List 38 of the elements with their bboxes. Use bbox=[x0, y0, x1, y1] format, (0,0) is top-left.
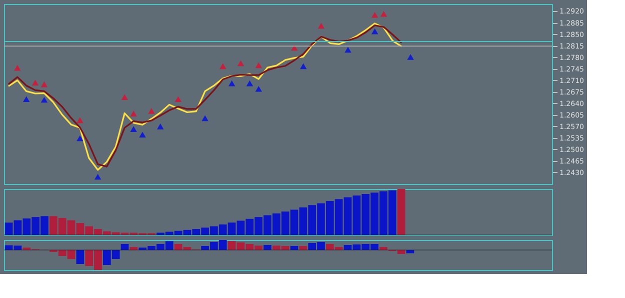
point bbox=[371, 28, 378, 34]
bar bbox=[76, 250, 84, 264]
bar bbox=[264, 245, 272, 250]
point bbox=[371, 12, 378, 18]
point bbox=[14, 64, 21, 71]
point bbox=[40, 96, 48, 103]
bar bbox=[130, 247, 138, 250]
point bbox=[255, 86, 262, 92]
point bbox=[318, 22, 325, 29]
point bbox=[300, 63, 307, 70]
point bbox=[130, 126, 137, 132]
point bbox=[139, 132, 146, 138]
point bbox=[407, 54, 414, 60]
point bbox=[121, 94, 128, 100]
bar bbox=[397, 189, 406, 235]
point bbox=[228, 80, 236, 86]
point bbox=[40, 81, 48, 88]
bar bbox=[406, 250, 414, 254]
bar bbox=[299, 246, 308, 250]
point bbox=[344, 46, 352, 53]
point bbox=[22, 96, 30, 102]
point bbox=[237, 60, 244, 66]
bar bbox=[380, 247, 388, 250]
point bbox=[76, 117, 84, 124]
point bbox=[202, 115, 208, 122]
point bbox=[246, 80, 254, 86]
bar bbox=[290, 246, 298, 250]
point bbox=[255, 62, 262, 68]
point bbox=[174, 96, 182, 102]
point bbox=[220, 63, 226, 70]
point bbox=[148, 108, 155, 114]
point bbox=[130, 110, 137, 116]
point bbox=[94, 174, 102, 180]
point bbox=[76, 135, 84, 142]
point bbox=[32, 80, 39, 86]
point bbox=[380, 10, 388, 17]
point bbox=[157, 124, 164, 130]
bar bbox=[120, 244, 129, 250]
